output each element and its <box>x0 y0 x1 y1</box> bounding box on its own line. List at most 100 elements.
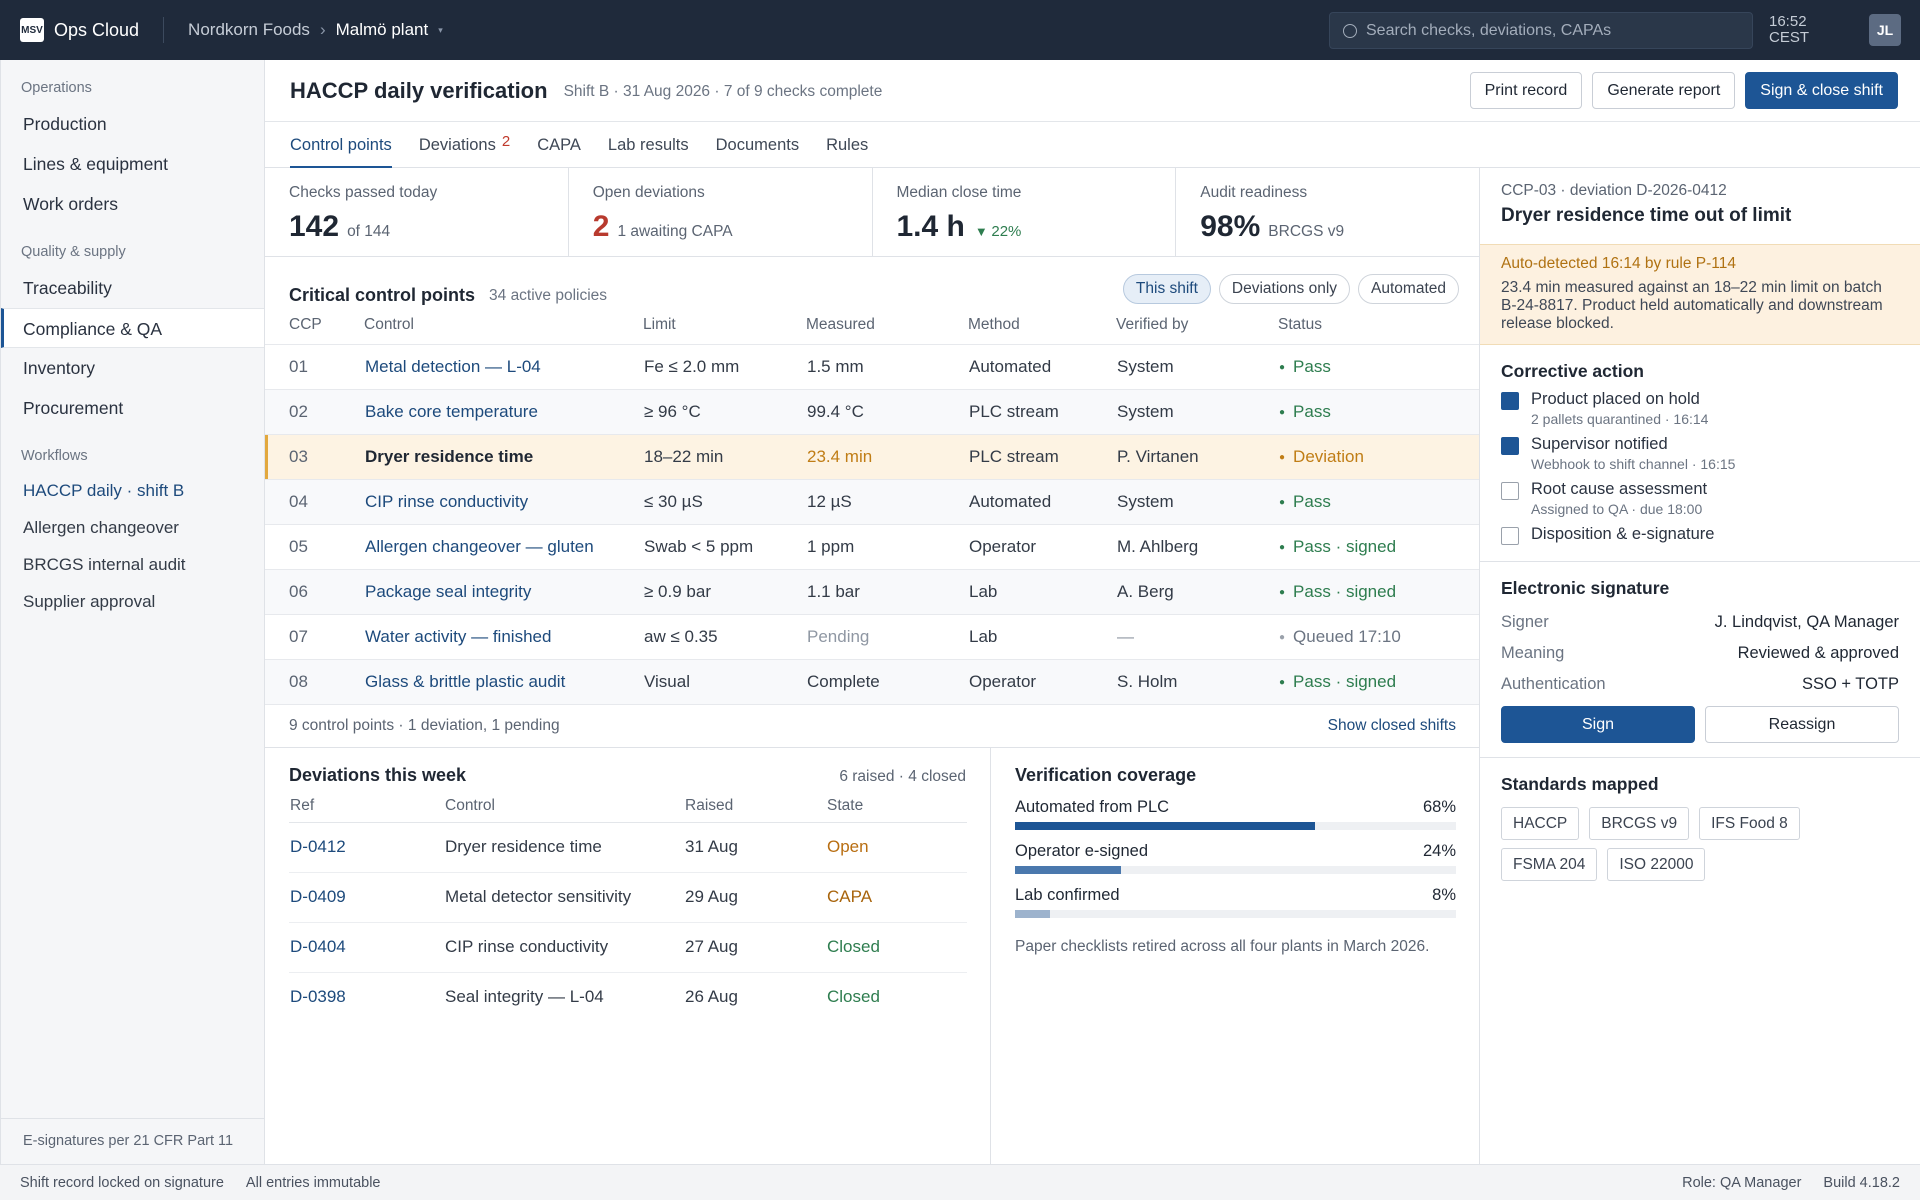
section-title: Verification coverage <box>1015 765 1197 785</box>
breadcrumb[interactable]: Malmö plant <box>336 20 443 40</box>
nav-item[interactable]: Compliance & QA <box>1 308 264 348</box>
nav-item[interactable]: Procurement <box>23 398 124 418</box>
table-row[interactable]: 08 Glass & brittle plastic audit Visual Com… <box>265 658 1479 704</box>
field: Meaning Reviewed & approved <box>1501 638 1899 669</box>
tab[interactable]: Rules <box>826 122 868 168</box>
filter-chip[interactable]: This shift <box>1122 274 1211 304</box>
kpi-label: Median close time <box>896 184 1022 201</box>
column-header: Control <box>364 315 414 333</box>
table-row[interactable]: 03 Dryer residence time 18–22 min 23.4 min P… <box>265 433 1479 479</box>
tab[interactable]: Documents <box>716 122 799 168</box>
table-row[interactable]: D-0409 Metal detector sensitivity 29 Aug CA… <box>289 872 967 923</box>
checkbox[interactable] <box>1501 482 1519 500</box>
tab-label: Documents <box>715 136 800 154</box>
field: Signer J. Lindqvist, QA Manager <box>1501 607 1899 638</box>
action-text: Supervisor notified Webhook to shift chan… <box>1531 435 1735 472</box>
cell: Package seal integrity <box>364 568 643 614</box>
nav-section-title: Workflows <box>21 448 88 464</box>
button[interactable]: Print record <box>1469 72 1583 109</box>
search[interactable]: Search checks, deviations, CAPAs <box>1329 12 1753 49</box>
coverage-bar <box>1015 910 1051 918</box>
signature: Electronic signature Signer J. Lindqvist, … <box>1480 562 1920 758</box>
button[interactable]: Generate report <box>1592 72 1736 109</box>
section-title: Electronic signature <box>1501 578 1670 598</box>
button[interactable]: Sign <box>1501 706 1695 743</box>
coverage-label: Automated from PLC <box>1015 798 1170 816</box>
action-text: Root cause assessment Assigned to QA · du… <box>1531 480 1707 517</box>
checkbox[interactable] <box>1501 437 1519 455</box>
cell: CIP rinse conductivity <box>364 478 643 524</box>
tab[interactable]: Lab results <box>608 122 689 168</box>
kpi-sub: 1 awaiting CAPA <box>617 223 733 240</box>
avatar[interactable]: JL <box>1869 14 1901 46</box>
nav-item[interactable]: Inventory <box>23 358 95 378</box>
kpi: Checks passed today 142 of 144 <box>265 168 569 256</box>
table-row[interactable]: 01 Metal detection — L-04 Fe ≤ 2.0 mm 1.5 m… <box>265 343 1479 389</box>
coverage-note: Paper checklists retired across all four… <box>1015 938 1430 955</box>
nav-item[interactable]: Allergen changeover <box>23 518 179 537</box>
cell: S. Holm <box>1116 658 1278 704</box>
column-header: Control <box>444 790 684 823</box>
alert-text: 23.4 min measured against an 18–22 min l… <box>1501 279 1883 332</box>
section-header: Critical control points 34 active policie… <box>265 257 1479 306</box>
kpi-sub: BRCGS v9 <box>1268 223 1345 240</box>
cell: PLC stream <box>968 433 1116 479</box>
cell: Allergen changeover — gluten <box>364 523 643 569</box>
cell: Dryer residence time <box>364 433 643 479</box>
table-row[interactable]: 07 Water activity — finished aw ≤ 0.35 Pend… <box>265 613 1479 659</box>
cell: Complete <box>806 658 968 704</box>
status: Queued 17:10 <box>1279 627 1401 646</box>
tag: IFS Food 8 <box>1699 807 1800 840</box>
cell: Pass · signed <box>1278 658 1479 704</box>
nav-item[interactable]: HACCP daily · shift B <box>23 481 185 500</box>
table-row[interactable]: D-0412 Dryer residence time 31 Aug Open <box>289 822 967 873</box>
checkbox[interactable] <box>1501 527 1519 545</box>
nav-item[interactable]: Production <box>23 114 107 134</box>
table-row[interactable]: 05 Allergen changeover — gluten Swab < 5 p… <box>265 523 1479 569</box>
cell: Lab <box>968 568 1116 614</box>
kpi-values: 1.4 h 22% <box>897 210 1176 244</box>
cell: Queued 17:10 <box>1278 613 1479 659</box>
tab[interactable]: Deviations 2 <box>419 122 510 168</box>
kpi-delta: 22% <box>975 223 1021 240</box>
nav-item[interactable]: Lines & equipment <box>23 154 168 174</box>
sidebar-footer: E-signatures per 21 CFR Part 11 <box>1 1118 264 1164</box>
button[interactable]: Sign & close shift <box>1745 72 1898 109</box>
filter-chip[interactable]: Deviations only <box>1218 274 1351 304</box>
nav-item[interactable]: BRCGS internal audit <box>23 555 186 574</box>
breadcrumb[interactable]: Nordkorn Foods <box>188 20 326 40</box>
tab[interactable]: CAPA <box>537 122 581 168</box>
button[interactable]: Reassign <box>1705 706 1899 743</box>
tab-label: Rules <box>826 136 869 154</box>
cell: System <box>1116 388 1278 434</box>
column-header: Measured <box>806 315 875 333</box>
nav-item[interactable]: Traceability <box>23 278 112 298</box>
filter-chip[interactable]: Automated <box>1358 274 1459 304</box>
status: Pass <box>1279 492 1331 511</box>
table-row[interactable]: 02 Bake core temperature ≥ 96 °C 99.4 °C PLC… <box>265 388 1479 434</box>
tab[interactable]: Control points <box>290 122 392 168</box>
cell: D-0409 <box>289 872 444 923</box>
nav-item[interactable]: Supplier approval <box>23 592 156 611</box>
table-row[interactable]: D-0404 CIP rinse conductivity 27 Aug Closed <box>289 922 967 973</box>
nav-item[interactable]: Work orders <box>23 194 118 214</box>
cell: 1.5 mm <box>806 343 968 389</box>
cell: D-0412 <box>289 822 444 873</box>
kpi: Audit readiness 98% BRCGS v9 <box>1176 168 1479 256</box>
link[interactable]: Show closed shifts <box>1327 717 1456 734</box>
tab-label: CAPA <box>537 136 581 154</box>
cell: aw ≤ 0.35 <box>643 613 806 659</box>
timezone: CEST <box>1769 29 1810 46</box>
alert: Auto-detected 16:14 by rule P-114 23.4 mi… <box>1480 244 1920 345</box>
table-head: CCP Control Limit Measured Method Verified by… <box>265 306 1479 344</box>
coverage-bar <box>1015 866 1121 874</box>
deviations-header: Deviations this week 6 raised · 4 closed <box>289 765 966 786</box>
checkbox[interactable] <box>1501 392 1519 410</box>
table-row[interactable]: D-0398 Seal integrity — L-04 26 Aug Closed <box>289 972 967 1022</box>
table-row[interactable]: 06 Package seal integrity ≥ 0.9 bar 1.1 bar… <box>265 568 1479 614</box>
table-row[interactable]: 04 CIP rinse conductivity ≤ 30 µS 12 µS Auto… <box>265 478 1479 524</box>
action-item: Root cause assessment Assigned to QA · du… <box>1501 480 1899 517</box>
bottom-section: Deviations this week 6 raised · 4 closed R… <box>265 748 1479 1164</box>
ccp-table: CCP Control Limit Measured Method Verified by… <box>265 306 1479 704</box>
